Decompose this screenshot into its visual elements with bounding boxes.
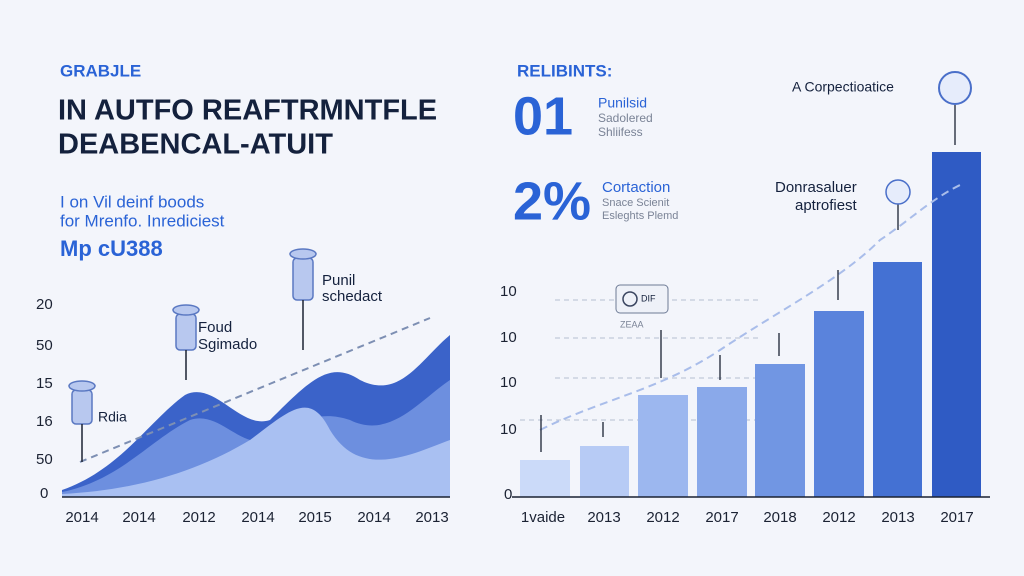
x-tick-label: 2014	[357, 509, 390, 526]
y-tick-label: 16	[36, 413, 53, 430]
right-bar-chart	[512, 71, 990, 498]
stat-line: Shliifess	[598, 125, 643, 139]
stat-line: Cortaction	[602, 179, 670, 196]
x-tick-label: 2018	[763, 509, 796, 526]
x-tick-label: 2012	[822, 509, 855, 526]
y-tick-label: 15	[36, 375, 53, 392]
x-tick-label: 2017	[940, 509, 973, 526]
x-tick-label: 2014	[65, 509, 98, 526]
y-tick-label: 50	[36, 337, 53, 354]
left-area-chart	[62, 248, 450, 498]
y-tick-label: 10	[500, 374, 517, 391]
x-tick-label: 2013	[587, 509, 620, 526]
y-tick-label: 10	[500, 329, 517, 346]
x-tick-label: 1vaide	[521, 509, 565, 526]
y-tick-label: 50	[36, 451, 53, 468]
figure: Mp cU388	[60, 236, 163, 261]
chip-label: DIF	[641, 293, 656, 303]
x-tick-label: 2012	[182, 509, 215, 526]
stat-line: Esleghts Plemd	[602, 210, 678, 222]
annotation: Sgimado	[198, 336, 257, 353]
subtitle-line: I on Vil deinf boods	[60, 192, 204, 211]
annotation: Punil	[322, 272, 355, 289]
stat-big: 2%	[513, 171, 591, 231]
x-tick-label: 2013	[881, 509, 914, 526]
x-tick-label: 2017	[705, 509, 738, 526]
x-tick-label: 2014	[122, 509, 155, 526]
x-tick-label: 2012	[646, 509, 679, 526]
stat-big: 01	[513, 86, 573, 146]
callout: Donrasaluer	[775, 179, 857, 196]
chip-note: ZEAA	[620, 319, 644, 329]
kicker: GRABJLE	[60, 61, 141, 80]
annotation: schedact	[322, 288, 383, 305]
kicker: RELIBINTS:	[517, 61, 612, 80]
callout: A Corpectioatice	[792, 79, 894, 95]
y-tick-label: 0	[40, 485, 48, 502]
x-tick-label: 2014	[241, 509, 274, 526]
stat-line: Punilsid	[598, 95, 647, 111]
subtitle-line: for Mrenfo. Inrediciest	[60, 211, 225, 230]
annotation: Rdia	[98, 409, 127, 425]
y-tick-label: 10	[500, 283, 517, 300]
stat-line: Snace Scienit	[602, 197, 669, 209]
x-tick-label: 2015	[298, 509, 331, 526]
y-tick-label: 20	[36, 296, 53, 313]
x-tick-label: 2013	[415, 509, 448, 526]
callout: aptrofiest	[795, 197, 858, 214]
y-tick-label: 10	[500, 421, 517, 438]
annotation: Foud	[198, 319, 232, 336]
title-line: IN AUTFO REAFTRMNTFLE	[58, 95, 437, 127]
title-line: DEABENCAL-ATUIT	[58, 129, 333, 161]
stat-line: Sadolered	[598, 111, 653, 125]
y-tick-label: 0	[504, 486, 512, 503]
